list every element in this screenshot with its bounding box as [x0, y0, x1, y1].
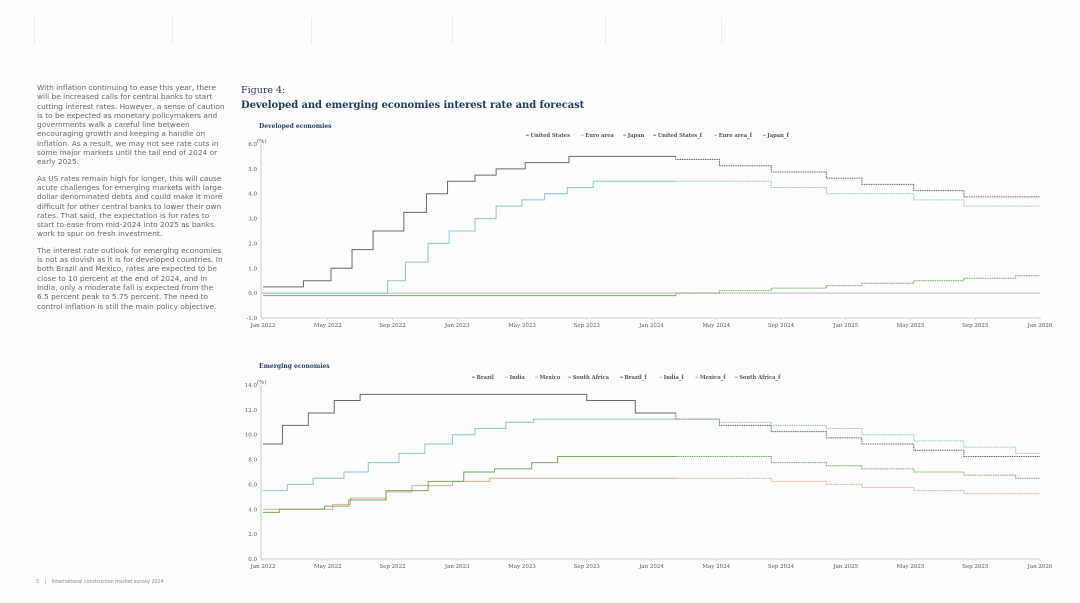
- y-tick-label: 6.0: [248, 142, 257, 148]
- series-line-euro-area-f: [675, 180, 1040, 207]
- chart-title: Emerging economies: [259, 363, 330, 370]
- x-tick-label: May 2022: [314, 564, 342, 570]
- series-line-japan-f: [675, 275, 1040, 296]
- x-tick-label: May 2023: [508, 323, 536, 329]
- y-tick-label: 14.0: [245, 383, 258, 389]
- y-tick-label: 2.0: [248, 532, 257, 538]
- x-tick-label: Jan 2022: [250, 564, 276, 570]
- series-line-brazil: [263, 393, 676, 445]
- x-tick-label: Jan 2022: [250, 323, 276, 329]
- paragraph: As US rates remain high for longer, this…: [37, 173, 223, 239]
- tab-divider: [721, 18, 722, 44]
- legend-label: Japan: [627, 133, 645, 139]
- x-tick-label: Sep 2023: [574, 564, 601, 570]
- series-line-india: [263, 477, 676, 510]
- series-line-mexico-f: [675, 418, 1040, 454]
- y-tick-label: -1.0: [246, 316, 257, 322]
- legend-label: South Africa_f: [739, 375, 781, 381]
- x-tick-label: Sep 2022: [379, 564, 405, 570]
- legend-label: United States: [531, 133, 571, 139]
- tab-divider: [452, 18, 453, 44]
- series-line-india-f: [675, 477, 1040, 495]
- x-tick-label: Jan 2025: [832, 564, 858, 570]
- legend-label: South Africa: [573, 375, 610, 381]
- tab-divider: [172, 18, 173, 44]
- x-tick-label: Jan 2023: [444, 564, 470, 570]
- x-tick-label: Jan 2025: [832, 323, 858, 329]
- y-tick-label: 5.0: [248, 167, 257, 173]
- y-tick-label: 12.0: [245, 408, 258, 414]
- legend-label: United States_f: [658, 133, 703, 139]
- x-tick-label: Sep 2024: [768, 564, 795, 570]
- x-tick-label: May 2024: [702, 564, 730, 570]
- x-tick-label: May 2022: [314, 323, 342, 329]
- series-line-euro-area: [263, 180, 676, 294]
- x-tick-label: Jan 2024: [638, 323, 664, 329]
- x-tick-label: Jan 2026: [1027, 564, 1053, 570]
- y-tick-label: 6.0: [248, 482, 257, 488]
- footer-separator: |: [44, 580, 47, 585]
- legend-label: Euro area_f: [719, 133, 753, 139]
- x-tick-label: Sep 2025: [962, 564, 989, 570]
- page-footer: 5 | International construction market su…: [36, 580, 164, 585]
- top-tab-strip: [0, 18, 1080, 46]
- x-tick-label: Jan 2023: [444, 323, 470, 329]
- figure-title: Developed and emerging economies interes…: [241, 100, 585, 111]
- x-tick-label: Sep 2023: [574, 323, 601, 329]
- y-tick-label: 10.0: [245, 433, 258, 439]
- x-tick-label: Jan 2024: [638, 564, 664, 570]
- series-line-south-africa-f: [675, 455, 1040, 479]
- x-tick-label: Sep 2024: [768, 323, 795, 329]
- series-line-united-states-f: [675, 156, 1040, 198]
- legend-label: Mexico_f: [700, 375, 726, 381]
- legend-label: Brazil_f: [624, 375, 647, 381]
- tab-divider: [311, 18, 312, 44]
- y-axis-label: (%): [257, 379, 267, 386]
- y-tick-label: 3.0: [248, 217, 257, 223]
- y-tick-label: 8.0: [248, 458, 257, 464]
- y-tick-label: 0.0: [248, 557, 257, 563]
- legend-label: Euro area: [585, 133, 614, 139]
- y-tick-label: 4.0: [248, 507, 257, 513]
- x-tick-label: Sep 2022: [379, 323, 405, 329]
- series-line-south-africa: [263, 455, 676, 513]
- y-tick-label: 4.0: [248, 192, 257, 198]
- tab-divider: [34, 18, 35, 44]
- series-line-united-states: [263, 155, 676, 288]
- x-tick-label: May 2024: [702, 323, 730, 329]
- tab-divider: [605, 18, 606, 44]
- paragraph: The interest rate outlook for emerging e…: [37, 245, 223, 311]
- legend-label: Japan_f: [766, 133, 789, 139]
- legend-label: Brazil: [477, 375, 494, 381]
- x-tick-label: May 2025: [897, 323, 925, 329]
- legend-label: Mexico: [540, 375, 561, 381]
- chart-title: Developed economies: [259, 123, 332, 130]
- legend-label: India_f: [664, 375, 685, 381]
- body-text: With inflation continuing to ease this y…: [37, 83, 227, 318]
- series-line-brazil-f: [675, 412, 1040, 457]
- x-tick-label: Sep 2025: [962, 323, 989, 329]
- y-tick-label: 2.0: [248, 241, 257, 247]
- publication-title: International construction market survey…: [51, 580, 164, 585]
- y-axis-label: (%): [257, 138, 267, 145]
- x-tick-label: May 2023: [508, 564, 536, 570]
- y-tick-label: 0.0: [248, 291, 257, 297]
- legend-label: India: [510, 375, 526, 381]
- x-tick-label: Jan 2026: [1027, 323, 1053, 329]
- figure-label: Figure 4:: [241, 85, 286, 96]
- series-line-mexico: [263, 418, 676, 492]
- x-tick-label: May 2025: [897, 564, 925, 570]
- paragraph: With inflation continuing to ease this y…: [37, 83, 225, 167]
- page-number: 5: [36, 580, 40, 585]
- y-tick-label: 1.0: [248, 266, 257, 272]
